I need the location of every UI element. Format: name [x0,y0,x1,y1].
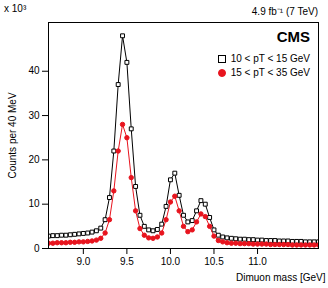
html-text:CMS: CMS [276,28,310,45]
svg-text:9.5: 9.5 [120,256,134,267]
svg-text:10: 10 [28,198,40,209]
svg-text:20: 20 [28,154,40,165]
svg-text:9.0: 9.0 [76,256,90,267]
svg-text:30: 30 [28,110,40,121]
svg-text:0: 0 [34,243,40,254]
html-text:10 < pT < 15 GeV: 10 < pT < 15 GeV [230,53,310,64]
svg-text:40: 40 [28,65,40,76]
svg-text:Dimuon mass [GeV]: Dimuon mass [GeV] [236,272,326,283]
html-text:15 < pT < 35 GeV: 15 < pT < 35 GeV [230,67,310,78]
html-text:x 10³: x 10³ [4,3,27,14]
svg-text:Counts per 40 MeV: Counts per 40 MeV [7,92,18,178]
svg-text:10.0: 10.0 [161,256,181,267]
html-text:4.9 fb⁻¹ (7 TeV): 4.9 fb⁻¹ (7 TeV) [251,6,318,17]
svg-text:10.5: 10.5 [204,256,224,267]
svg-text:11.0: 11.0 [248,256,267,267]
